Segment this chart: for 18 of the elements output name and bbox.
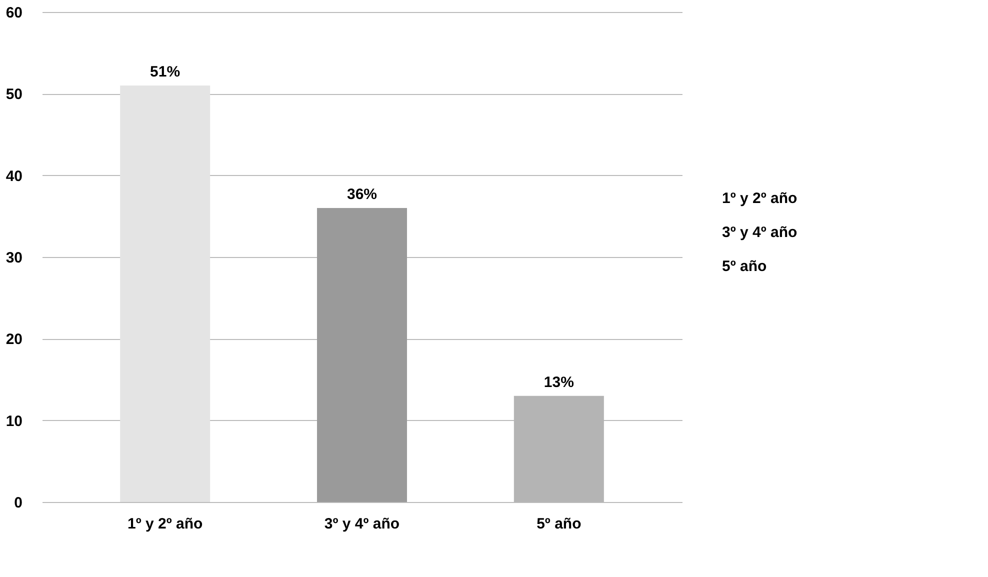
text: 1º y 2º año: [722, 190, 798, 208]
y-tick-label: 20: [6, 331, 22, 348]
data-label: 13%: [544, 374, 574, 391]
bar: [120, 86, 210, 502]
text: 3º y 4º año: [722, 224, 798, 242]
y-tick-label: 60: [6, 4, 22, 22]
y-tick-label: 30: [6, 250, 22, 266]
y-tick-label: 0: [14, 494, 22, 512]
text: 5º año: [722, 258, 767, 276]
y-tick-label: 10: [6, 412, 22, 430]
bar: [317, 208, 407, 502]
y-tick-label: 50: [6, 86, 22, 104]
x-tick-label: 3º y 4º año: [324, 516, 400, 532]
x-tick-label: 5º año: [536, 516, 582, 532]
data-label: 51%: [150, 64, 180, 80]
data-label: 36%: [346, 186, 378, 203]
x-tick-label: 1º y 2º año: [128, 516, 203, 532]
y-tick-label: 40: [6, 168, 22, 185]
